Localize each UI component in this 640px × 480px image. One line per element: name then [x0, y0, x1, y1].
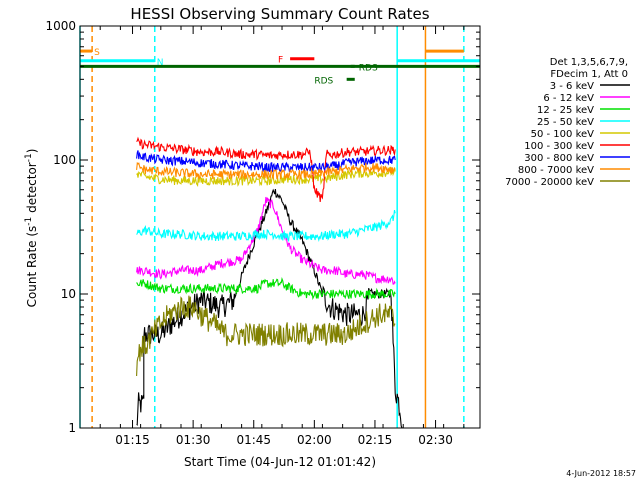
plot-area: S N F RDS RDS 1 10 100 1000 01:15 01:30 01:45 02:00 0…	[45, 19, 481, 447]
series-line	[136, 295, 396, 377]
legend-label: 100 - 300 keV	[524, 141, 594, 152]
series-line	[136, 136, 396, 202]
x-tick-label: 02:00	[297, 433, 332, 447]
legend-label: 50 - 100 keV	[531, 129, 595, 140]
legend: Det 1,3,5,6,7,9,FDecim 1, Att 03 - 6 keV…	[505, 57, 630, 188]
chart-title: HESSI Observing Summary Count Rates	[130, 5, 429, 23]
legend-label: 6 - 12 keV	[543, 93, 594, 104]
legend-header: Det 1,3,5,6,7,9,	[550, 57, 628, 68]
y-axis-label-superscript: -1	[24, 153, 34, 162]
x-tick-label: 02:30	[418, 433, 453, 447]
series-line	[136, 150, 396, 173]
series-line	[136, 196, 396, 285]
x-tick-label: 02:15	[358, 433, 393, 447]
legend-header: FDecim 1, Att 0	[550, 69, 628, 80]
flag-label: RDS	[314, 76, 333, 86]
series-line	[136, 188, 404, 429]
legend-label: 25 - 50 keV	[537, 117, 594, 128]
series-line	[136, 161, 396, 181]
y-axis-label: Count Rate (s-1 detector-1)	[24, 149, 39, 308]
series-line	[136, 209, 396, 243]
flag-label: N	[157, 58, 164, 68]
series-line	[136, 277, 396, 301]
legend-label: 7000 - 20000 keV	[505, 177, 594, 188]
flag-label: S	[94, 48, 100, 58]
y-axis-label-part: detector	[25, 162, 39, 217]
y-axis-label-superscript: -1	[24, 217, 34, 226]
y-tick-label: 10	[61, 287, 76, 301]
series-line	[136, 166, 396, 187]
legend-label: 800 - 7000 keV	[518, 165, 594, 176]
x-axis-label: Start Time (04-Jun-12 01:01:42)	[184, 455, 376, 469]
y-axis-label-part: )	[25, 149, 39, 154]
y-tick-label: 1	[68, 421, 76, 435]
flag-label: F	[278, 56, 283, 66]
x-tick-label: 01:45	[236, 433, 271, 447]
plot-frame	[79, 25, 481, 429]
legend-label: 300 - 800 keV	[524, 153, 594, 164]
x-tick-label: 01:30	[176, 433, 211, 447]
y-tick-label: 1000	[45, 19, 76, 33]
legend-label: 3 - 6 keV	[550, 81, 594, 92]
timestamp: 4-Jun-2012 18:57	[566, 469, 636, 478]
flag-label: RDS	[359, 63, 378, 73]
y-axis-label-part: Count Rate (s	[25, 226, 39, 308]
y-tick-label: 100	[53, 153, 76, 167]
legend-label: 12 - 25 keV	[537, 105, 594, 116]
x-tick-label: 01:15	[115, 433, 150, 447]
